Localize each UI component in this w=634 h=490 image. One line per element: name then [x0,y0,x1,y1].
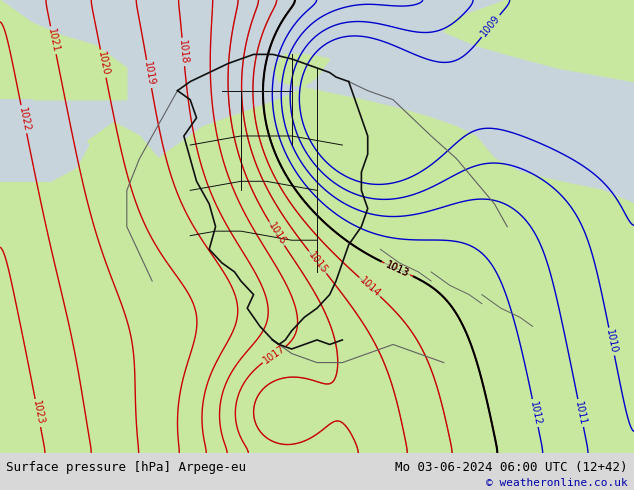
Text: 1015: 1015 [306,249,329,275]
Text: 1020: 1020 [96,50,110,77]
Text: © weatheronline.co.uk: © weatheronline.co.uk [486,478,628,488]
Polygon shape [0,99,89,181]
Text: 1021: 1021 [46,27,61,53]
Text: 1013: 1013 [384,259,410,279]
Text: 1023: 1023 [30,400,45,426]
Text: 1011: 1011 [573,400,588,426]
Text: 1009: 1009 [479,13,502,39]
Polygon shape [444,0,634,82]
Text: 1019: 1019 [142,61,156,87]
Text: 1013: 1013 [384,259,410,279]
Polygon shape [0,0,127,99]
Text: 1022: 1022 [16,106,31,132]
Text: 1017: 1017 [261,343,287,366]
Text: Mo 03-06-2024 06:00 UTC (12+42): Mo 03-06-2024 06:00 UTC (12+42) [395,462,628,474]
Polygon shape [476,204,634,408]
Text: 1010: 1010 [604,329,619,355]
Text: 1014: 1014 [358,275,382,299]
Text: 1018: 1018 [178,39,190,65]
Text: 1012: 1012 [528,400,543,426]
Text: 1016: 1016 [266,221,288,247]
Text: Surface pressure [hPa] Arpege-eu: Surface pressure [hPa] Arpege-eu [6,462,247,474]
Polygon shape [0,54,634,453]
